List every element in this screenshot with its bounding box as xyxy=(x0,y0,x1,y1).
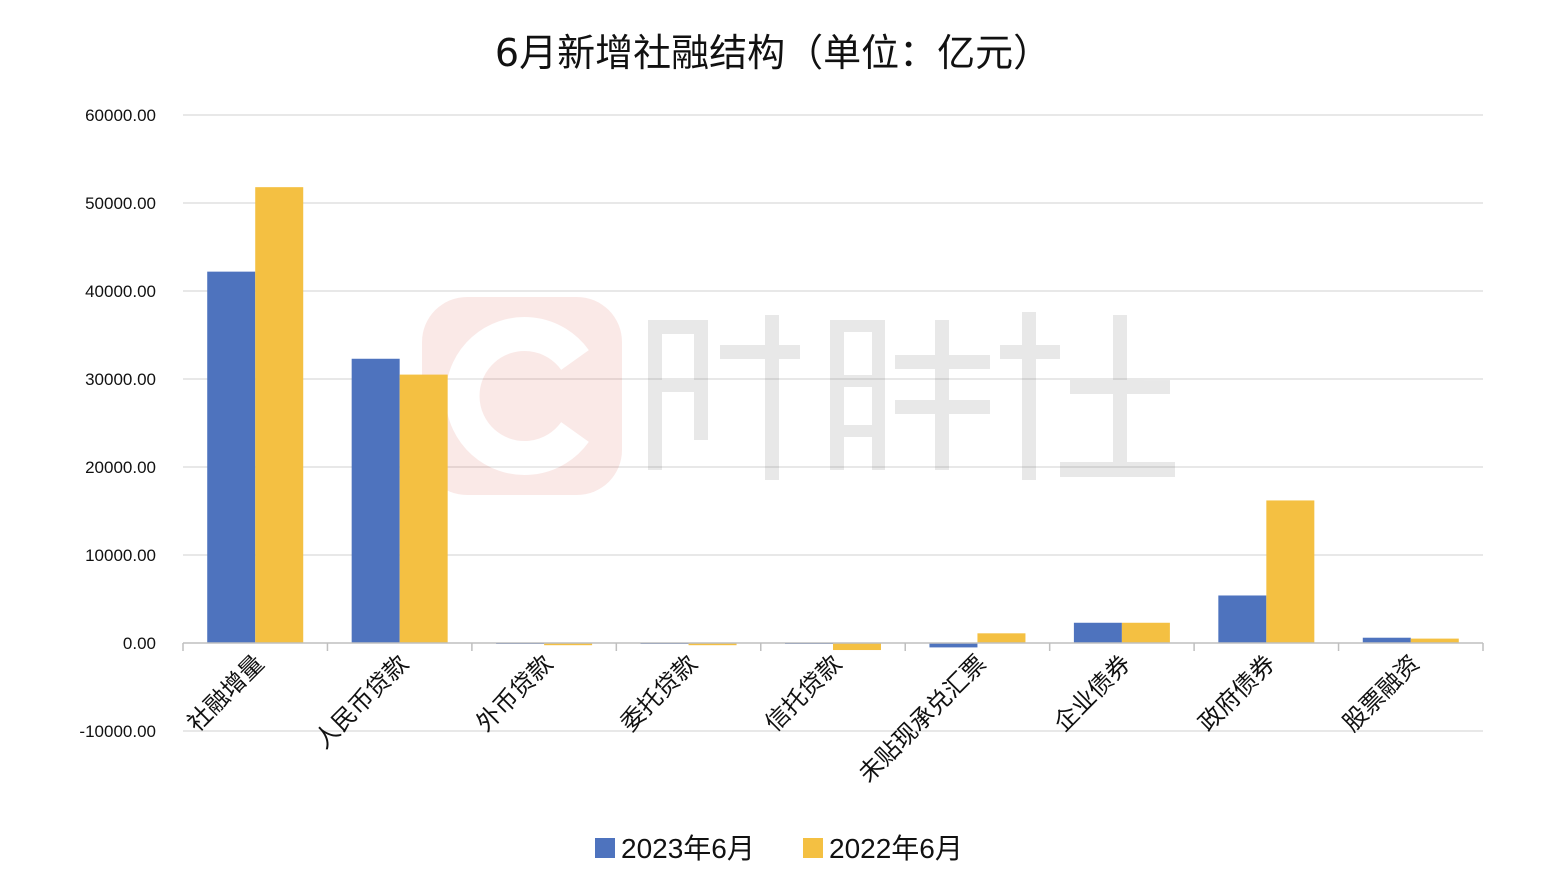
y-tick-label: 20000.00 xyxy=(85,458,156,477)
y-tick-label: 40000.00 xyxy=(85,282,156,301)
x-axis-tick-marks xyxy=(182,643,1484,651)
x-axis-labels: 社融增量 人民币贷款 外币贷款 委托贷款 信托贷款 未贴现承兑汇票 企业债券 政府债券 股票融资 xyxy=(182,649,1425,788)
chart-title: 6月新增社融结构（单位：亿元） xyxy=(495,31,1051,75)
legend: 2023年6月 2022年6月 xyxy=(595,833,963,864)
bar-2023-7 xyxy=(1218,595,1267,643)
bar-2023-1 xyxy=(351,358,400,643)
y-tick-label: 30000.00 xyxy=(85,370,156,389)
bar-2023-6 xyxy=(1073,622,1122,643)
y-tick-label: 0.00 xyxy=(123,634,156,653)
x-tick-label: 政府债券 xyxy=(1193,649,1281,737)
bar-2022-7 xyxy=(1266,500,1315,643)
x-tick-label: 外币贷款 xyxy=(471,649,559,737)
x-tick-label: 股票融资 xyxy=(1337,649,1425,737)
x-tick-label: 未贴现承兑汇票 xyxy=(853,649,992,788)
legend-label-2023: 2023年6月 xyxy=(621,833,755,864)
x-tick-label: 人民币贷款 xyxy=(309,649,414,754)
legend-swatch-2022 xyxy=(803,838,823,858)
bar-2023-5 xyxy=(929,643,978,648)
bar-2022-0 xyxy=(255,187,304,643)
legend-swatch-2023 xyxy=(595,838,615,858)
bar-2022-5 xyxy=(977,633,1026,643)
bar-2022-1 xyxy=(399,374,448,643)
bar-2023-0 xyxy=(207,271,256,643)
y-tick-label: 50000.00 xyxy=(85,194,156,213)
bar-2022-2 xyxy=(544,643,593,646)
bar-2022-3 xyxy=(688,643,737,646)
y-tick-label: 10000.00 xyxy=(85,546,156,565)
y-tick-label: 60000.00 xyxy=(85,106,156,125)
bar-2022-6 xyxy=(1121,622,1170,643)
legend-label-2022: 2022年6月 xyxy=(829,833,963,864)
bars xyxy=(207,187,1459,651)
x-tick-label: 社融增量 xyxy=(182,649,270,737)
bar-2022-4 xyxy=(833,643,881,651)
bar-2022-8 xyxy=(1410,638,1459,643)
watermark-logo xyxy=(422,297,1175,495)
y-tick-label: -10000.00 xyxy=(79,722,156,741)
x-tick-label: 委托贷款 xyxy=(615,649,703,737)
x-tick-label: 企业债券 xyxy=(1048,649,1136,737)
y-axis-ticks: 60000.00 50000.00 40000.00 30000.00 20000.00… xyxy=(79,106,156,741)
x-tick-label: 信托贷款 xyxy=(760,649,848,737)
bar-2023-8 xyxy=(1362,637,1411,643)
